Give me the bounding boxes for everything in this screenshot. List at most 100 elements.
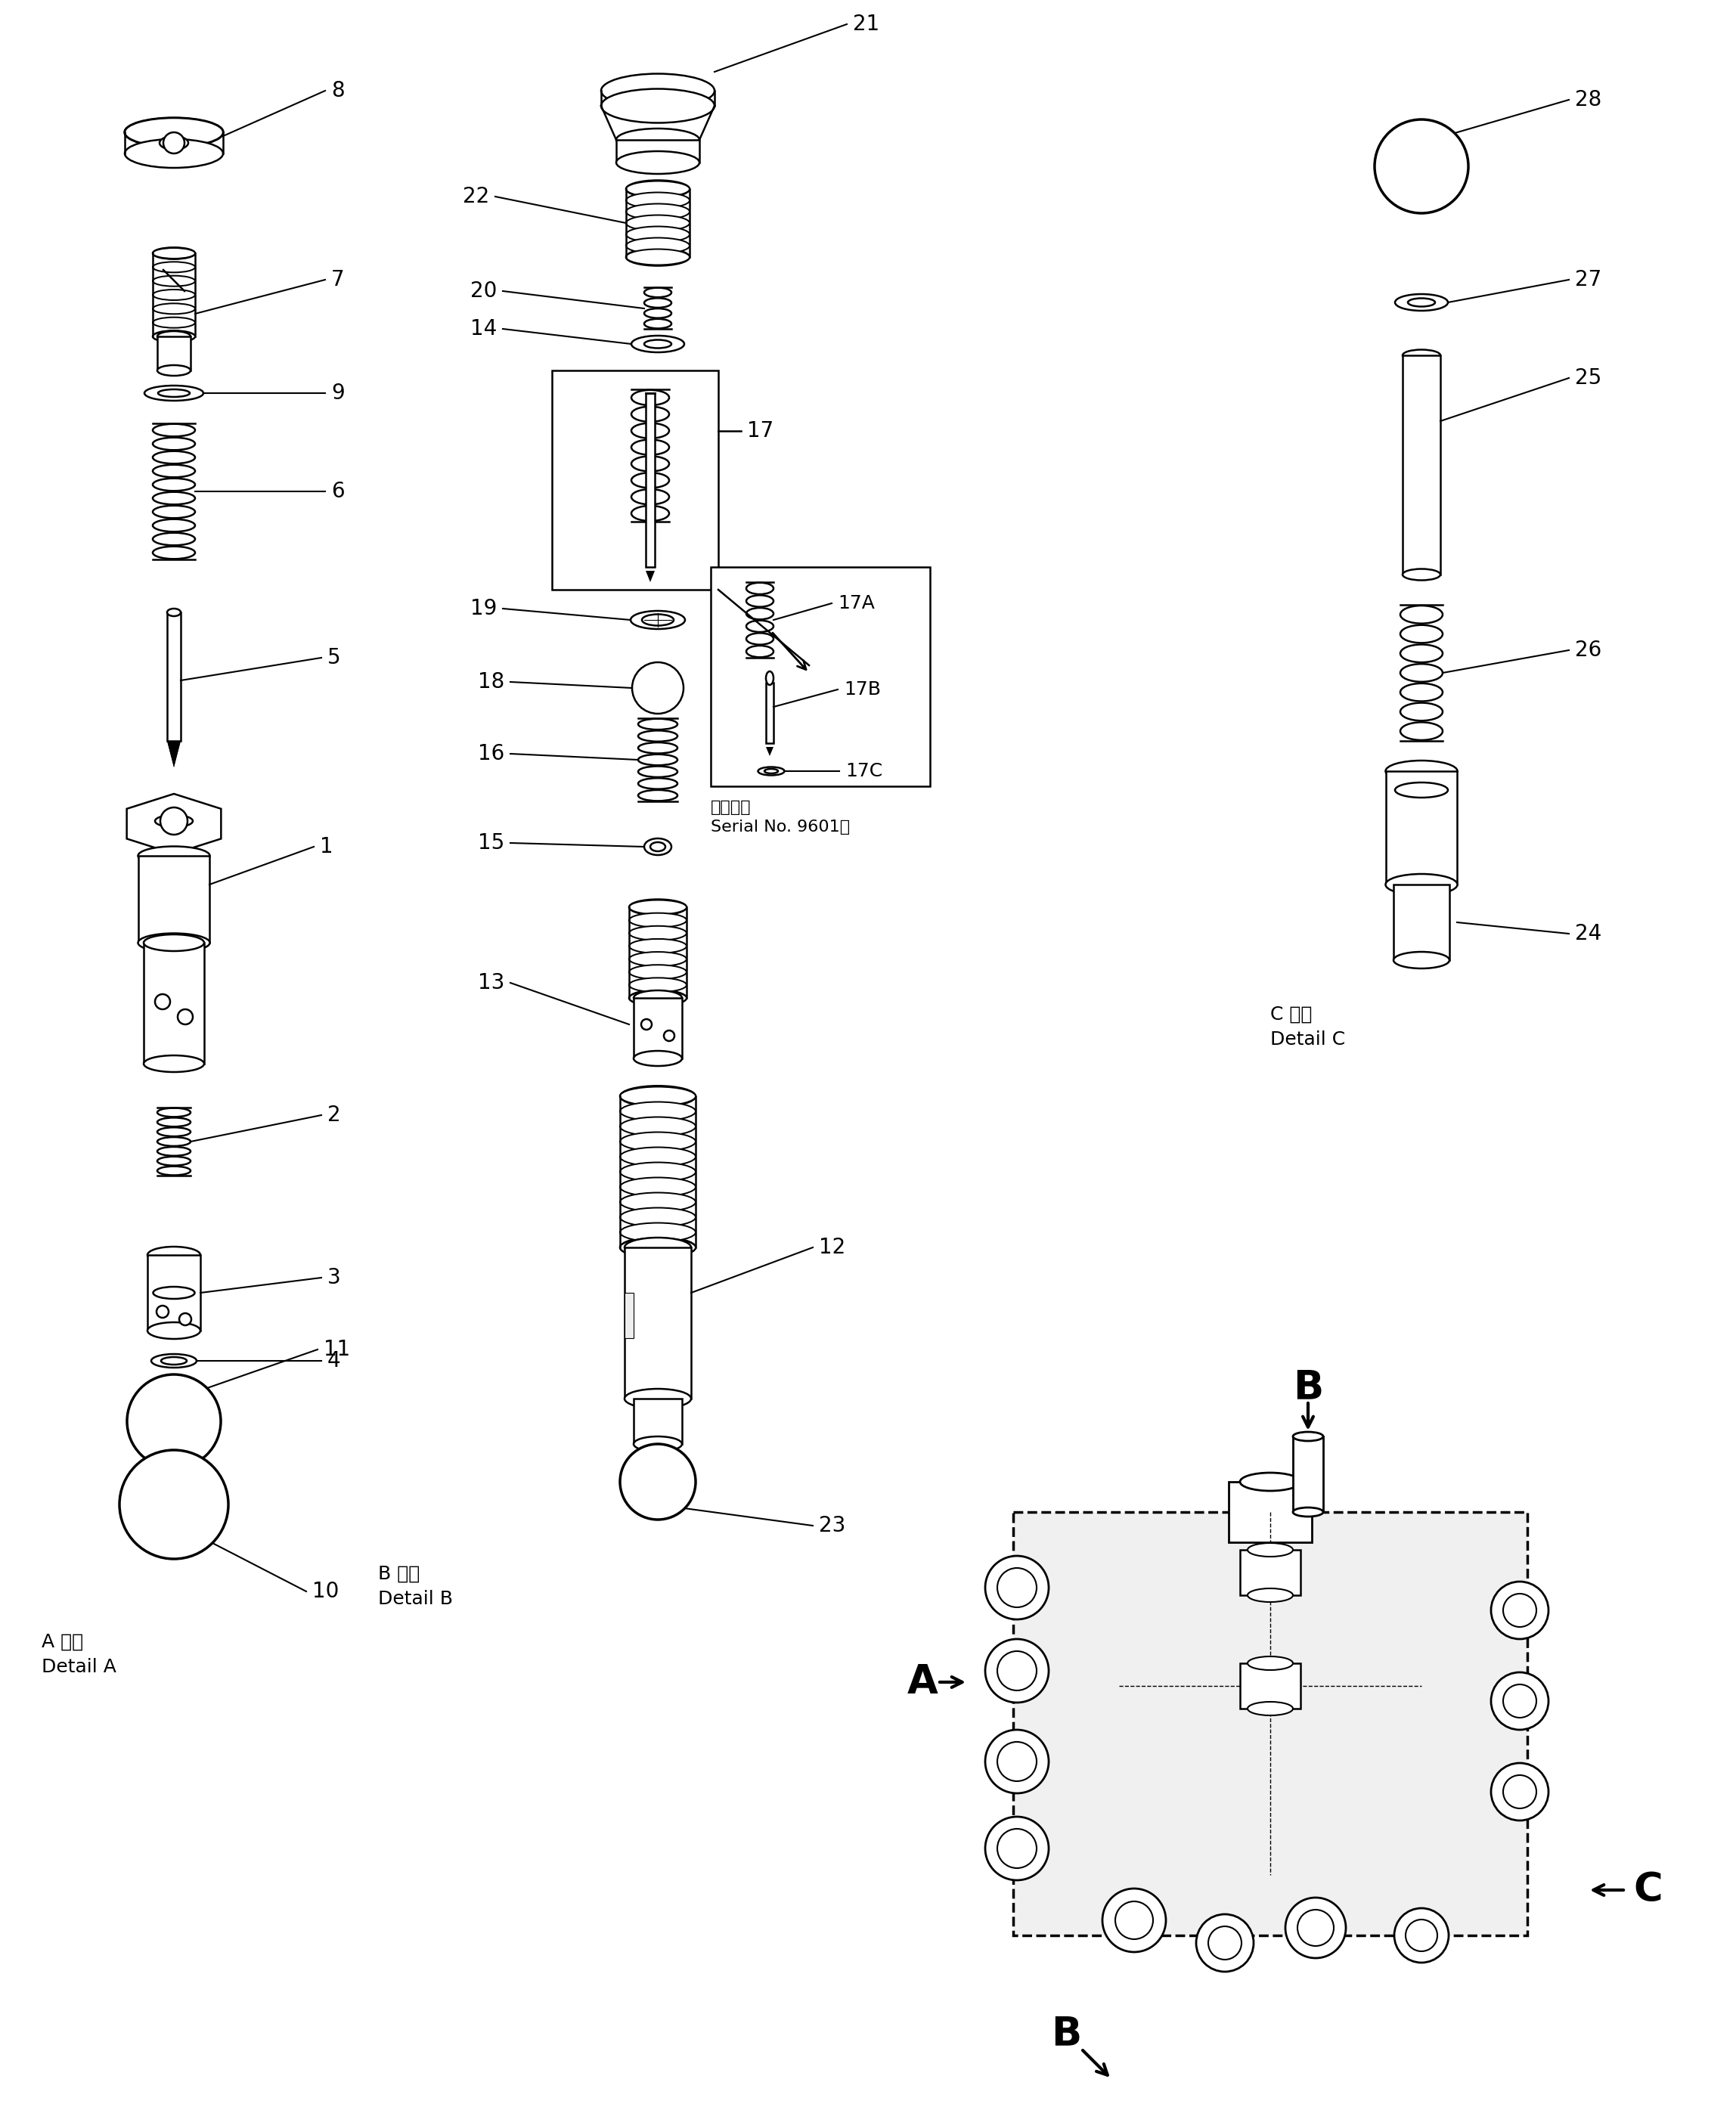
Ellipse shape bbox=[153, 330, 194, 341]
Circle shape bbox=[1503, 1593, 1536, 1626]
Ellipse shape bbox=[153, 290, 194, 301]
Ellipse shape bbox=[153, 478, 194, 490]
Ellipse shape bbox=[601, 88, 715, 122]
Circle shape bbox=[1208, 1927, 1241, 1959]
Ellipse shape bbox=[759, 768, 785, 774]
Ellipse shape bbox=[158, 1166, 191, 1176]
Circle shape bbox=[1491, 1763, 1549, 1820]
Ellipse shape bbox=[1401, 606, 1443, 623]
Circle shape bbox=[1503, 1776, 1536, 1809]
Ellipse shape bbox=[620, 1088, 696, 1107]
Text: C: C bbox=[1634, 1870, 1663, 1910]
Ellipse shape bbox=[632, 406, 668, 421]
Polygon shape bbox=[646, 570, 654, 583]
Bar bbox=[148, 1254, 200, 1330]
Ellipse shape bbox=[1396, 783, 1448, 797]
Ellipse shape bbox=[639, 730, 677, 741]
Circle shape bbox=[1394, 1908, 1448, 1963]
Ellipse shape bbox=[1240, 1473, 1300, 1492]
Polygon shape bbox=[167, 741, 181, 768]
Ellipse shape bbox=[620, 1102, 696, 1121]
Ellipse shape bbox=[620, 1117, 696, 1136]
Text: 3: 3 bbox=[328, 1267, 340, 1288]
Ellipse shape bbox=[1403, 568, 1441, 581]
Ellipse shape bbox=[632, 337, 684, 351]
Ellipse shape bbox=[1408, 299, 1436, 307]
Text: 23: 23 bbox=[819, 1515, 845, 1536]
Ellipse shape bbox=[1293, 1433, 1323, 1441]
Ellipse shape bbox=[628, 978, 686, 993]
Bar bbox=[167, 612, 181, 741]
Ellipse shape bbox=[153, 1288, 194, 1298]
Ellipse shape bbox=[158, 1128, 191, 1136]
Ellipse shape bbox=[158, 1157, 191, 1166]
Text: B: B bbox=[1293, 1368, 1323, 1408]
Bar bbox=[1394, 884, 1450, 959]
Ellipse shape bbox=[601, 74, 715, 107]
Ellipse shape bbox=[153, 520, 194, 532]
Ellipse shape bbox=[161, 1357, 187, 1365]
Text: A 詳細
Detail A: A 詳細 Detail A bbox=[42, 1633, 116, 1677]
Circle shape bbox=[996, 1567, 1036, 1607]
Ellipse shape bbox=[632, 440, 668, 454]
Circle shape bbox=[155, 995, 170, 1010]
Bar bbox=[139, 856, 210, 943]
Ellipse shape bbox=[1396, 295, 1448, 311]
Ellipse shape bbox=[627, 204, 689, 219]
Ellipse shape bbox=[634, 991, 682, 1006]
Circle shape bbox=[986, 1639, 1049, 1702]
Text: 7: 7 bbox=[332, 269, 344, 290]
Bar bbox=[710, 566, 930, 787]
Ellipse shape bbox=[628, 898, 686, 915]
Text: 5: 5 bbox=[328, 648, 340, 669]
Bar bbox=[634, 997, 682, 1058]
Ellipse shape bbox=[628, 926, 686, 940]
Circle shape bbox=[160, 808, 187, 835]
Ellipse shape bbox=[632, 457, 668, 471]
Ellipse shape bbox=[1401, 703, 1443, 722]
Bar bbox=[1240, 1664, 1300, 1708]
Ellipse shape bbox=[764, 768, 778, 774]
Ellipse shape bbox=[639, 766, 677, 776]
Text: 27: 27 bbox=[1575, 269, 1602, 290]
Circle shape bbox=[663, 1031, 675, 1041]
Ellipse shape bbox=[153, 492, 194, 505]
Ellipse shape bbox=[627, 181, 689, 198]
Ellipse shape bbox=[644, 320, 672, 328]
Circle shape bbox=[1491, 1582, 1549, 1639]
Ellipse shape bbox=[1401, 722, 1443, 741]
Ellipse shape bbox=[148, 1321, 200, 1338]
Ellipse shape bbox=[620, 1222, 696, 1241]
Ellipse shape bbox=[148, 1248, 200, 1262]
Ellipse shape bbox=[746, 646, 774, 656]
Ellipse shape bbox=[137, 934, 210, 953]
Text: 13: 13 bbox=[477, 972, 505, 993]
Ellipse shape bbox=[634, 1437, 682, 1452]
Text: 11: 11 bbox=[323, 1338, 351, 1359]
Ellipse shape bbox=[151, 1355, 196, 1368]
Ellipse shape bbox=[746, 633, 774, 644]
Bar bbox=[766, 682, 774, 743]
Ellipse shape bbox=[153, 261, 194, 271]
Ellipse shape bbox=[632, 490, 668, 505]
Ellipse shape bbox=[153, 318, 194, 328]
Ellipse shape bbox=[627, 227, 689, 242]
Ellipse shape bbox=[627, 191, 689, 208]
Ellipse shape bbox=[153, 303, 194, 313]
Text: B: B bbox=[1050, 2014, 1082, 2054]
Ellipse shape bbox=[632, 473, 668, 488]
Bar bbox=[1240, 1551, 1300, 1595]
Ellipse shape bbox=[1385, 873, 1458, 894]
Circle shape bbox=[996, 1652, 1036, 1690]
Text: 17: 17 bbox=[746, 421, 774, 442]
Ellipse shape bbox=[144, 385, 203, 400]
Text: 24: 24 bbox=[1575, 924, 1602, 945]
Ellipse shape bbox=[137, 846, 210, 865]
Circle shape bbox=[1102, 1889, 1167, 1953]
Ellipse shape bbox=[625, 1237, 691, 1258]
Circle shape bbox=[163, 133, 184, 154]
Ellipse shape bbox=[125, 118, 222, 147]
Ellipse shape bbox=[1293, 1506, 1323, 1517]
Circle shape bbox=[120, 1450, 229, 1559]
Ellipse shape bbox=[627, 181, 689, 198]
